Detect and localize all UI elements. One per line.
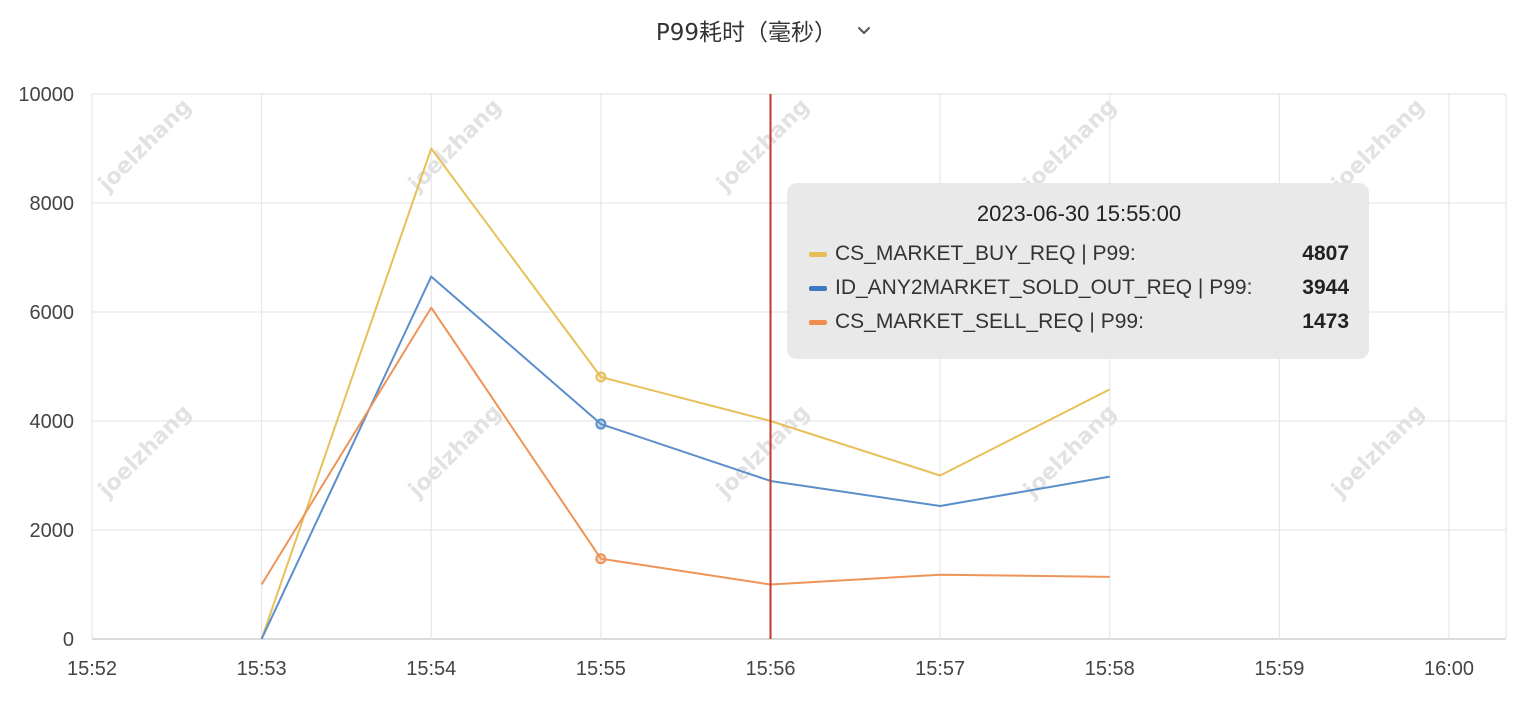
x-tick-label: 15:52: [67, 658, 117, 680]
tooltip-series-label: CS_MARKET_BUY_REQ | P99:: [835, 242, 1136, 265]
x-tick-label: 15:54: [406, 658, 456, 680]
x-tick-label: 15:55: [576, 658, 626, 680]
tooltip-row: CS_MARKET_SELL_REQ | P99: 1473: [809, 305, 1349, 339]
hover-point: [595, 371, 607, 383]
legend-swatch: [809, 251, 827, 257]
legend-swatch: [809, 319, 827, 325]
hover-point: [595, 418, 607, 430]
watermark-text: joelzhang: [1326, 400, 1429, 503]
chart-title: P99耗时（毫秒）: [655, 20, 838, 46]
watermark-text: joelzhang: [1326, 94, 1429, 197]
tooltip-row: ID_ANY2MARKET_SOLD_OUT_REQ | P99: 3944: [809, 271, 1349, 305]
y-tick-label: 2000: [30, 520, 75, 542]
series-line: [260, 275, 1110, 640]
hover-tooltip: 2023-06-30 15:55:00 CS_MARKET_BUY_REQ | …: [787, 183, 1369, 359]
y-tick-label: 10000: [18, 84, 74, 106]
watermark-text: joelzhang: [1018, 400, 1121, 503]
x-tick-label: 15:57: [915, 658, 965, 680]
y-tick-label: 6000: [30, 302, 75, 324]
y-tick-label: 0: [63, 629, 74, 651]
x-tick-label: 15:58: [1085, 658, 1135, 680]
chevron-down-icon[interactable]: [855, 21, 873, 39]
legend-swatch: [809, 285, 827, 291]
tooltip-series-label: ID_ANY2MARKET_SOLD_OUT_REQ | P99:: [835, 276, 1253, 299]
x-tick-label: 15:59: [1254, 658, 1304, 680]
grid: [91, 93, 1507, 640]
x-tick-label: 15:53: [237, 658, 287, 680]
series-line: [260, 147, 1111, 640]
tooltip-series-label: CS_MARKET_SELL_REQ | P99:: [835, 310, 1144, 333]
hover-point: [595, 553, 607, 565]
tooltip-timestamp: 2023-06-30 15:55:00: [976, 201, 1182, 226]
y-tick-label: 8000: [30, 193, 75, 215]
y-tick-label: 4000: [30, 411, 75, 433]
tooltip-series-value: 4807: [1302, 242, 1349, 265]
tooltip-series-value: 1473: [1302, 310, 1349, 333]
series-line: [260, 306, 1110, 586]
watermark-text: joelzhang: [403, 400, 506, 503]
chart-header: P99耗时（毫秒）: [0, 10, 1529, 50]
x-tick-label: 15:56: [745, 658, 795, 680]
tooltip-row: CS_MARKET_BUY_REQ | P99: 4807: [809, 237, 1349, 271]
watermark-text: joelzhang: [711, 400, 814, 503]
axes: 0 2000 4000 6000 8000 10000 15:52 15:53 15:54 15:…: [18, 84, 1474, 680]
watermark-text: joelzhang: [93, 94, 196, 197]
tooltip-series-value: 3944: [1302, 276, 1349, 299]
watermark-text: joelzhang: [1018, 94, 1121, 197]
x-tick-label: 16:00: [1424, 658, 1474, 680]
watermark-text: joelzhang: [93, 400, 196, 503]
watermark-text: joelzhang: [711, 94, 814, 197]
series-lines: [260, 147, 1111, 640]
